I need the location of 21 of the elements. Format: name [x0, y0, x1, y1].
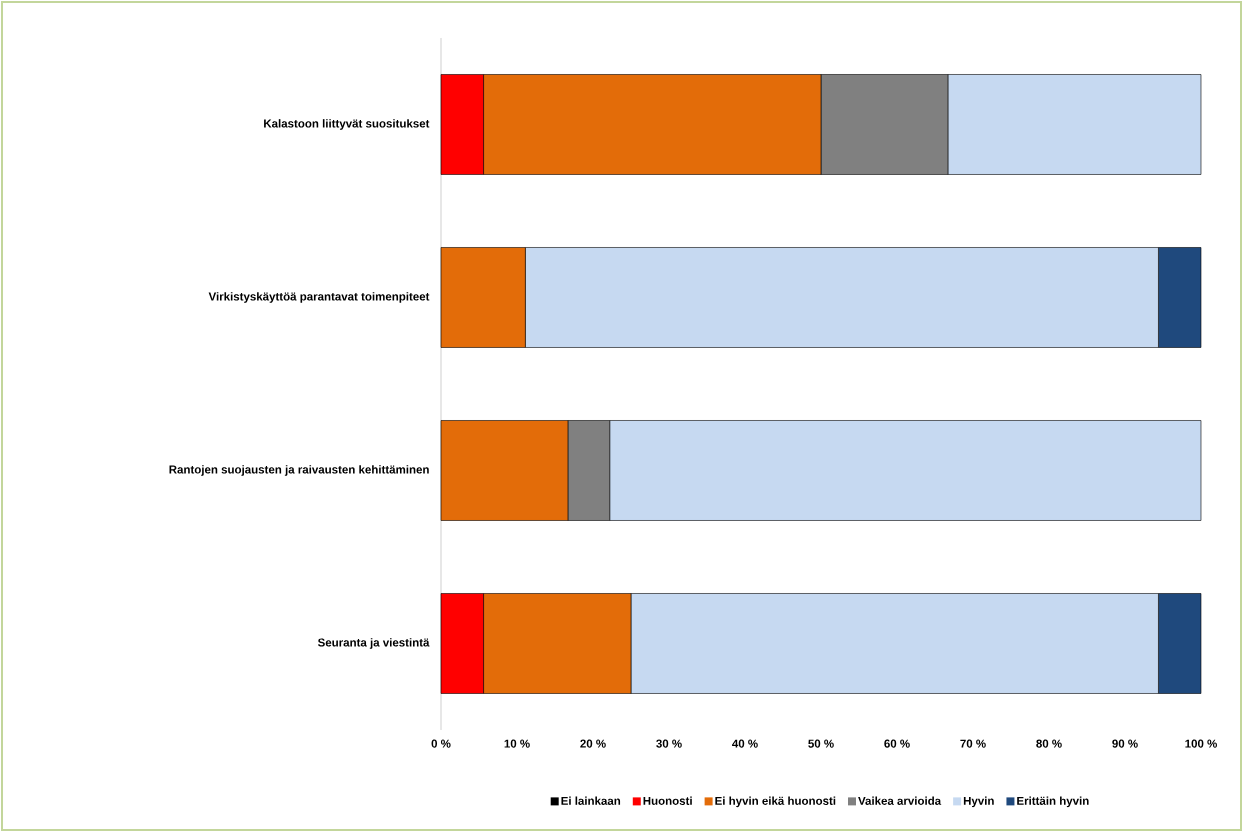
x-tick-label: 60 % — [884, 739, 910, 748]
x-tick-label: 10 % — [504, 739, 530, 748]
y-tick-label: Virkistyskäyttöä parantavat toimenpiteet — [208, 292, 430, 303]
x-tick-label: 80 % — [1036, 739, 1062, 748]
x-tick-label: 50 % — [808, 739, 834, 748]
x-tick-label: 40 % — [732, 739, 758, 748]
legend-label: Huonosti — [643, 796, 692, 805]
legend-label: Vaikea arvioida — [858, 796, 942, 805]
x-tick-label: 20 % — [580, 739, 606, 748]
x-tick-label: 100 % — [1185, 739, 1217, 748]
x-tick-label: 30 % — [656, 739, 682, 748]
y-tick-label: Rantojen suojausten ja raivausten kehittäminen — [169, 465, 429, 476]
x-tick-label: 70 % — [960, 739, 986, 748]
legend-label: Ei hyvin eikä huonosti — [715, 796, 836, 808]
y-tick-label: Kalastoon liittyvät suositukset — [264, 119, 430, 130]
legend-label: Hyvin — [963, 796, 994, 808]
legend-label: Ei lainkaan — [561, 796, 621, 805]
legend-label: Erittäin hyvin — [1017, 796, 1089, 808]
y-tick-label: Seuranta ja viestintä — [317, 638, 430, 649]
x-tick-label: 0 % — [431, 739, 451, 748]
x-tick-label: 90 % — [1112, 739, 1138, 748]
